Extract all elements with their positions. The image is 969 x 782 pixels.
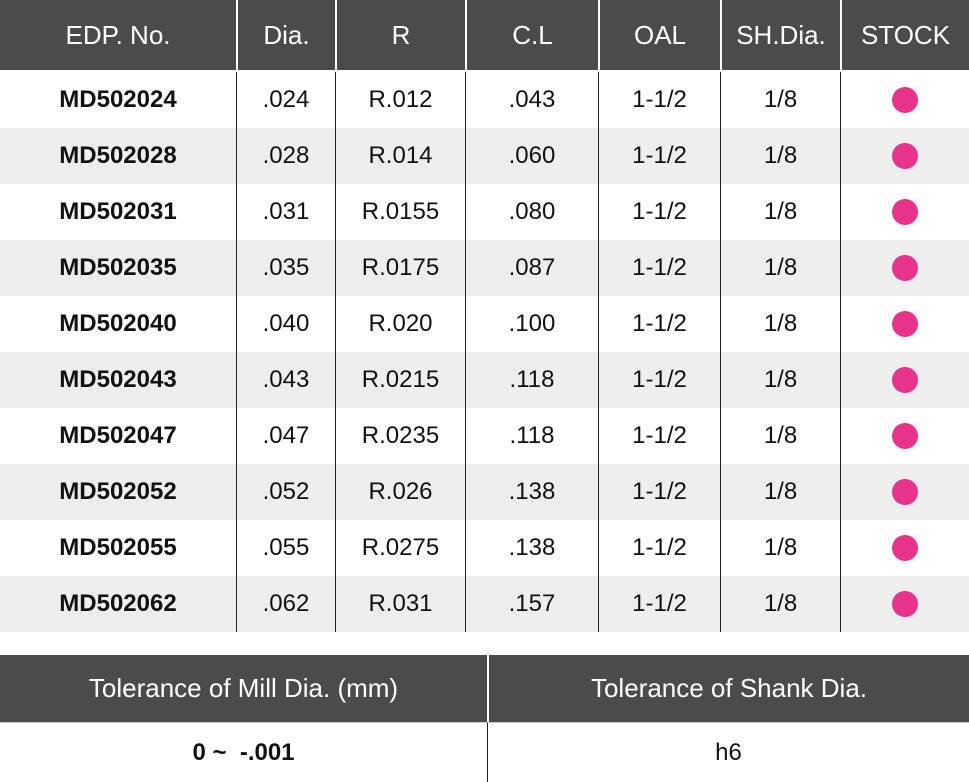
column-header: OAL xyxy=(598,0,720,70)
edp-number: MD502052 xyxy=(0,464,236,520)
table-cell: 1-1/2 xyxy=(598,184,720,240)
table-cell: .047 xyxy=(236,408,335,464)
stock-cell xyxy=(840,128,969,184)
table-cell: 1-1/2 xyxy=(598,520,720,576)
table-cell: .138 xyxy=(465,464,598,520)
column-header: R xyxy=(335,0,465,70)
table-cell: 1-1/2 xyxy=(598,296,720,352)
stock-cell xyxy=(840,464,969,520)
table-cell: .157 xyxy=(465,576,598,632)
stock-indicator xyxy=(892,255,918,281)
tolerance-value: h6 xyxy=(487,722,969,782)
table-cell: .055 xyxy=(236,520,335,576)
stock-cell xyxy=(840,352,969,408)
tolerance-header: Tolerance of Mill Dia. (mm) xyxy=(0,655,487,722)
edp-number: MD502035 xyxy=(0,240,236,296)
column-header: SH.Dia. xyxy=(720,0,840,70)
table-cell: 1-1/2 xyxy=(598,128,720,184)
edp-number: MD502028 xyxy=(0,128,236,184)
table-cell: .080 xyxy=(465,184,598,240)
table-cell: .024 xyxy=(236,72,335,128)
column-header: C.L xyxy=(465,0,598,70)
table-cell: .118 xyxy=(465,408,598,464)
table-cell: R.031 xyxy=(335,576,465,632)
table-cell: .052 xyxy=(236,464,335,520)
table-cell: R.012 xyxy=(335,72,465,128)
table-cell: .043 xyxy=(465,72,598,128)
stock-indicator xyxy=(892,87,918,113)
stock-indicator xyxy=(892,143,918,169)
table-cell: .035 xyxy=(236,240,335,296)
stock-cell xyxy=(840,184,969,240)
edp-number: MD502047 xyxy=(59,422,177,449)
edp-number: MD502043 xyxy=(0,352,236,408)
table-cell: .138 xyxy=(465,520,598,576)
table-cell: 1/8 xyxy=(720,408,840,464)
stock-cell xyxy=(840,240,969,296)
tolerance-header: Tolerance of Shank Dia. xyxy=(487,655,969,722)
edp-number: MD502031 xyxy=(59,198,177,225)
table-cell: .043 xyxy=(236,352,335,408)
edp-number: MD502040 xyxy=(59,310,177,337)
stock-indicator xyxy=(892,199,918,225)
stock-cell xyxy=(840,576,969,632)
edp-number: MD502062 xyxy=(0,576,236,632)
table-cell: 1/8 xyxy=(720,240,840,296)
table-cell: 1/8 xyxy=(720,296,840,352)
table-cell: .062 xyxy=(236,576,335,632)
stock-indicator xyxy=(892,479,918,505)
stock-indicator xyxy=(892,423,918,449)
edp-number: MD502024 xyxy=(59,86,177,113)
table-cell: 1/8 xyxy=(720,520,840,576)
table-cell: 1-1/2 xyxy=(598,464,720,520)
table-cell: R.0175 xyxy=(335,240,465,296)
table-cell: 1/8 xyxy=(720,128,840,184)
stock-indicator xyxy=(892,591,918,617)
table-cell: R.014 xyxy=(335,128,465,184)
table-cell: R.0155 xyxy=(335,184,465,240)
stock-indicator xyxy=(892,367,918,393)
table-cell: .031 xyxy=(236,184,335,240)
table-cell: 1-1/2 xyxy=(598,72,720,128)
column-header: STOCK xyxy=(840,0,969,70)
table-cell: .118 xyxy=(465,352,598,408)
table-cell: .040 xyxy=(236,296,335,352)
stock-cell xyxy=(840,408,969,464)
table-cell: 1/8 xyxy=(720,72,840,128)
stock-indicator xyxy=(892,311,918,337)
column-header: EDP. No. xyxy=(0,0,236,70)
table-cell: 1/8 xyxy=(720,576,840,632)
table-cell: .087 xyxy=(465,240,598,296)
table-cell: R.020 xyxy=(335,296,465,352)
table-cell: 1-1/2 xyxy=(598,408,720,464)
table-cell: 1-1/2 xyxy=(598,240,720,296)
table-cell: 1-1/2 xyxy=(598,352,720,408)
table-cell: R.0215 xyxy=(335,352,465,408)
table-cell: .060 xyxy=(465,128,598,184)
table-cell: .100 xyxy=(465,296,598,352)
tolerance-value: 0 ~ -.001 xyxy=(0,722,487,782)
stock-indicator xyxy=(892,535,918,561)
stock-cell xyxy=(840,296,969,352)
stock-cell xyxy=(840,72,969,128)
table-cell: 1-1/2 xyxy=(598,576,720,632)
table-cell: R.0275 xyxy=(335,520,465,576)
table-cell: .028 xyxy=(236,128,335,184)
table-cell: R.0235 xyxy=(335,408,465,464)
column-header: Dia. xyxy=(236,0,335,70)
stock-cell xyxy=(840,520,969,576)
table-cell: 1/8 xyxy=(720,184,840,240)
table-cell: 1/8 xyxy=(720,352,840,408)
table-cell: R.026 xyxy=(335,464,465,520)
table-cell: 1/8 xyxy=(720,464,840,520)
edp-number: MD502055 xyxy=(59,534,177,561)
